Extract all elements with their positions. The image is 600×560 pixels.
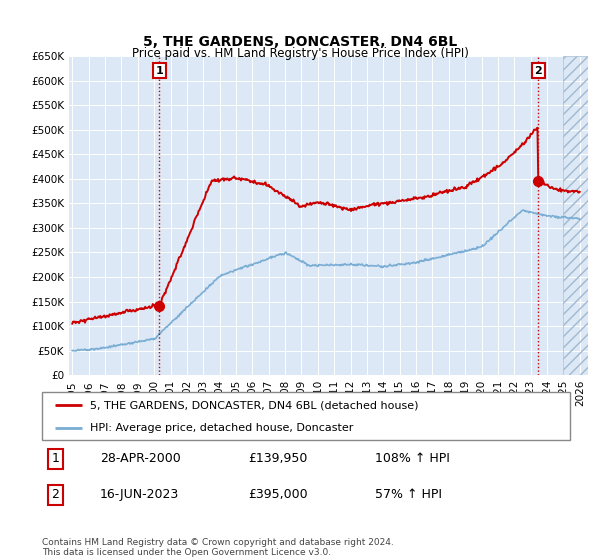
Text: 16-JUN-2023: 16-JUN-2023	[100, 488, 179, 501]
Text: £139,950: £139,950	[248, 452, 307, 465]
Text: 57% ↑ HPI: 57% ↑ HPI	[374, 488, 442, 501]
Text: Contains HM Land Registry data © Crown copyright and database right 2024.
This d: Contains HM Land Registry data © Crown c…	[42, 538, 394, 557]
Text: 108% ↑ HPI: 108% ↑ HPI	[374, 452, 449, 465]
Text: 5, THE GARDENS, DONCASTER, DN4 6BL: 5, THE GARDENS, DONCASTER, DN4 6BL	[143, 35, 457, 49]
Text: 2: 2	[51, 488, 59, 501]
Text: 28-APR-2000: 28-APR-2000	[100, 452, 181, 465]
Text: HPI: Average price, detached house, Doncaster: HPI: Average price, detached house, Donc…	[89, 423, 353, 433]
FancyBboxPatch shape	[42, 392, 570, 440]
Text: 1: 1	[51, 452, 59, 465]
Text: £395,000: £395,000	[248, 488, 308, 501]
Text: 5, THE GARDENS, DONCASTER, DN4 6BL (detached house): 5, THE GARDENS, DONCASTER, DN4 6BL (deta…	[89, 400, 418, 410]
Text: Price paid vs. HM Land Registry's House Price Index (HPI): Price paid vs. HM Land Registry's House …	[131, 46, 469, 60]
Text: 2: 2	[535, 66, 542, 76]
Text: 1: 1	[155, 66, 163, 76]
